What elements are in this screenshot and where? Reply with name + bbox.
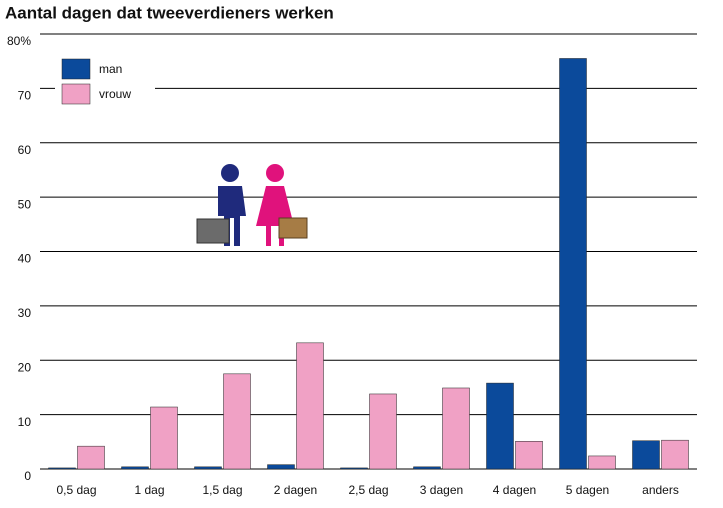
bar [515, 441, 543, 470]
x-tick-label: 5 dagen [566, 483, 609, 497]
x-tick-label: 2 dagen [274, 483, 317, 497]
legend-swatch [61, 58, 91, 80]
y-tick-label: 60 [18, 143, 32, 157]
legend-label: man [99, 62, 122, 76]
bar [369, 393, 397, 470]
y-tick-label: 80% [7, 34, 31, 48]
bars: 0,5 dag 1 dag 1,5 dag 2 dagen 2,5 dag 3 dagen… [48, 58, 689, 497]
y-tick-label: 70 [18, 89, 32, 103]
x-tick-label: 2,5 dag [348, 483, 388, 497]
y-tick-label: 10 [18, 415, 32, 429]
bar [121, 466, 149, 470]
grid: 0 10 20 30 40 50 60 70 80% [7, 33, 697, 483]
x-tick-label: 4 dagen [493, 483, 536, 497]
x-tick-label: 1 dag [134, 483, 164, 497]
y-tick-label: 20 [18, 360, 32, 374]
bar [559, 58, 587, 470]
illustration [196, 164, 308, 246]
x-tick-label: 1,5 dag [202, 483, 242, 497]
x-tick-label: 3 dagen [420, 483, 463, 497]
bar [223, 373, 251, 470]
chart-title: Aantal dagen dat tweeverdieners werken [5, 3, 334, 22]
bar [632, 440, 660, 470]
bar [267, 464, 295, 470]
legend: man vrouw [61, 58, 131, 105]
y-tick-label: 50 [18, 197, 32, 211]
bar [661, 439, 689, 470]
y-tick-label: 0 [24, 469, 31, 483]
x-tick-label: anders [642, 483, 679, 497]
y-tick-label: 40 [18, 252, 32, 266]
bar [77, 445, 105, 470]
legend-swatch [61, 83, 91, 105]
bar [48, 467, 76, 470]
bar [486, 382, 514, 470]
bar [296, 342, 324, 470]
x-tick-label: 0,5 dag [56, 483, 96, 497]
bar [442, 387, 470, 470]
y-tick-label: 30 [18, 306, 32, 320]
bar [413, 466, 441, 470]
bar [588, 455, 616, 470]
legend-label: vrouw [99, 87, 131, 101]
bar [150, 406, 178, 470]
bar [340, 467, 368, 470]
bar [194, 466, 222, 470]
